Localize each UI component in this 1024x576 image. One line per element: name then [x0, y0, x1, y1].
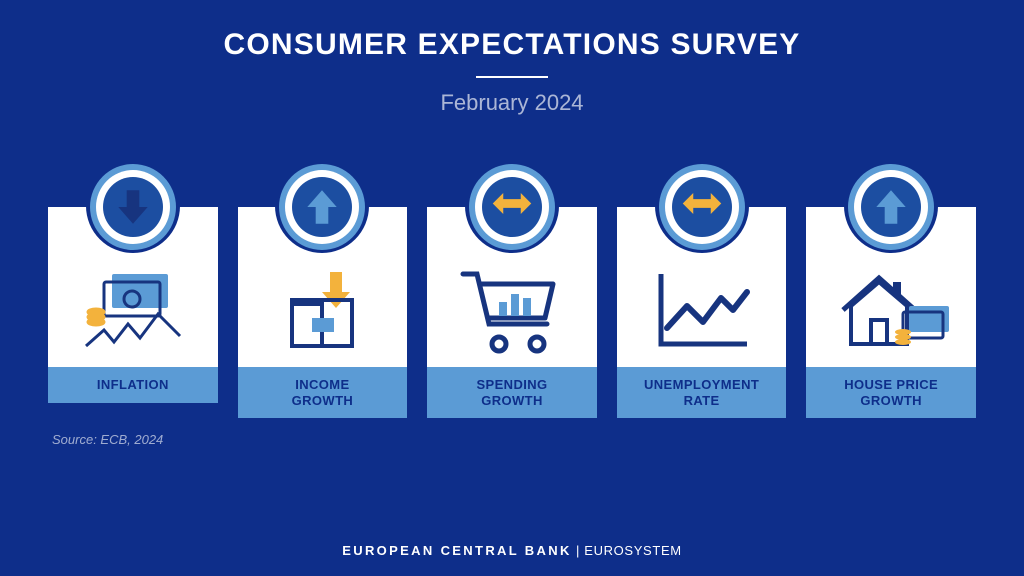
indicator-card: SPENDING GROWTH: [427, 164, 597, 418]
indicator-card: HOUSE PRICE GROWTH: [806, 164, 976, 418]
up-arrow-icon: [870, 186, 912, 228]
indicator-card: INCOME GROWTH: [238, 164, 408, 418]
footer-system: EUROSYSTEM: [584, 543, 682, 558]
indicator-card: UNEMPLOYMENT RATE: [617, 164, 787, 418]
indicator-card: INFLATION: [48, 164, 218, 418]
direction-badge: [848, 164, 934, 250]
direction-badge: [469, 164, 555, 250]
card-label: UNEMPLOYMENT RATE: [617, 367, 787, 418]
direction-badge: [90, 164, 176, 250]
horizontal-arrow-icon: [681, 186, 723, 228]
direction-badge: [279, 164, 365, 250]
card-label: INFLATION: [48, 367, 218, 403]
page-title: CONSUMER EXPECTATIONS SURVEY: [223, 28, 800, 62]
card-label: SPENDING GROWTH: [427, 367, 597, 418]
horizontal-arrow-icon: [491, 186, 533, 228]
down-arrow-icon: [112, 186, 154, 228]
title-rule: [476, 76, 548, 78]
card-row: INFLATION INCOME GROWTH: [48, 164, 976, 418]
up-arrow-icon: [301, 186, 343, 228]
direction-badge: [659, 164, 745, 250]
card-label: HOUSE PRICE GROWTH: [806, 367, 976, 418]
footer: EUROPEAN CENTRAL BANK | EUROSYSTEM: [342, 543, 682, 558]
page-subtitle: February 2024: [440, 90, 583, 116]
card-label: INCOME GROWTH: [238, 367, 408, 418]
source-line: Source: ECB, 2024: [52, 432, 163, 447]
footer-sep: |: [572, 543, 585, 558]
infographic-page: CONSUMER EXPECTATIONS SURVEY February 20…: [0, 0, 1024, 576]
footer-org: EUROPEAN CENTRAL BANK: [342, 543, 571, 558]
